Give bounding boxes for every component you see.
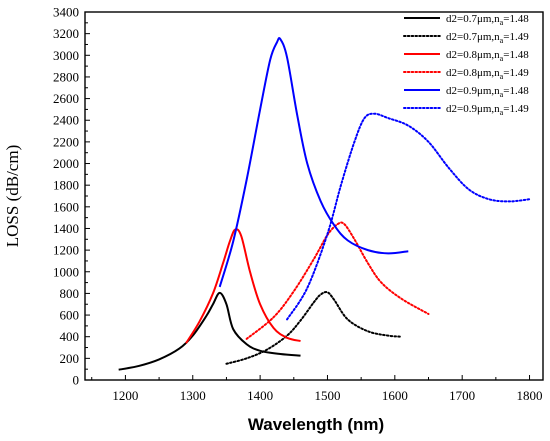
y-tick-label: 2600 — [53, 91, 79, 106]
series-line-4 — [245, 221, 430, 340]
x-axis-ticks: 1200 1300 1400 1500 1600 1700 1800 — [91, 375, 543, 403]
legend-label-4: d2=0.8μm,na=1.49 — [446, 67, 529, 81]
y-tick-label: 3200 — [53, 26, 79, 41]
y-tick-label: 800 — [60, 286, 80, 301]
series-line-3 — [185, 228, 301, 344]
legend-label-3: d2=0.8μm,na=1.48 — [446, 49, 529, 63]
y-tick-label: 3400 — [53, 5, 79, 20]
y-tick-label: 2400 — [53, 113, 79, 128]
y-tick-label: 1600 — [53, 199, 79, 214]
y-tick-label: 200 — [60, 351, 80, 366]
series-line-6 — [286, 112, 531, 321]
y-tick-label: 400 — [60, 329, 80, 344]
series-layer — [118, 37, 531, 371]
x-tick-label: 1600 — [382, 388, 408, 403]
x-tick-label: 1700 — [449, 388, 475, 403]
x-tick-label: 1400 — [247, 388, 273, 403]
legend-label-6: d2=0.9μm,na=1.49 — [446, 103, 529, 117]
y-tick-label: 1400 — [53, 221, 79, 236]
y-tick-label: 3000 — [53, 48, 79, 63]
legend: d2=0.7μm,na=1.48 d2=0.7μm,na=1.49 d2=0.8μm… — [403, 13, 529, 117]
series-line-1 — [118, 291, 301, 371]
x-tick-label: 1300 — [180, 388, 206, 403]
y-tick-label: 2000 — [53, 156, 79, 171]
x-tick-label: 1500 — [314, 388, 340, 403]
y-axis-title: LOSS (dB/cm) — [3, 145, 22, 247]
series-line-2 — [225, 291, 403, 365]
y-tick-label: 0 — [73, 373, 80, 388]
legend-label-5: d2=0.9μm,na=1.48 — [446, 85, 529, 99]
x-axis-title: Wavelength (nm) — [248, 415, 384, 434]
legend-label-1: d2=0.7μm,na=1.48 — [446, 13, 529, 27]
x-tick-label: 1200 — [112, 388, 138, 403]
x-tick-label: 1800 — [517, 388, 543, 403]
y-tick-label: 1000 — [53, 264, 79, 279]
y-tick-label: 1800 — [53, 178, 79, 193]
y-tick-label: 2200 — [53, 134, 79, 149]
y-axis-ticks: 0 200 400 600 800 1000 1200 1400 1600 1800 2000 220… — [53, 5, 90, 388]
y-tick-label: 2800 — [53, 69, 79, 84]
legend-label-2: d2=0.7μm,na=1.49 — [446, 31, 529, 45]
y-tick-label: 1200 — [53, 243, 79, 258]
y-tick-label: 600 — [60, 308, 80, 323]
series-line-5 — [218, 37, 409, 288]
